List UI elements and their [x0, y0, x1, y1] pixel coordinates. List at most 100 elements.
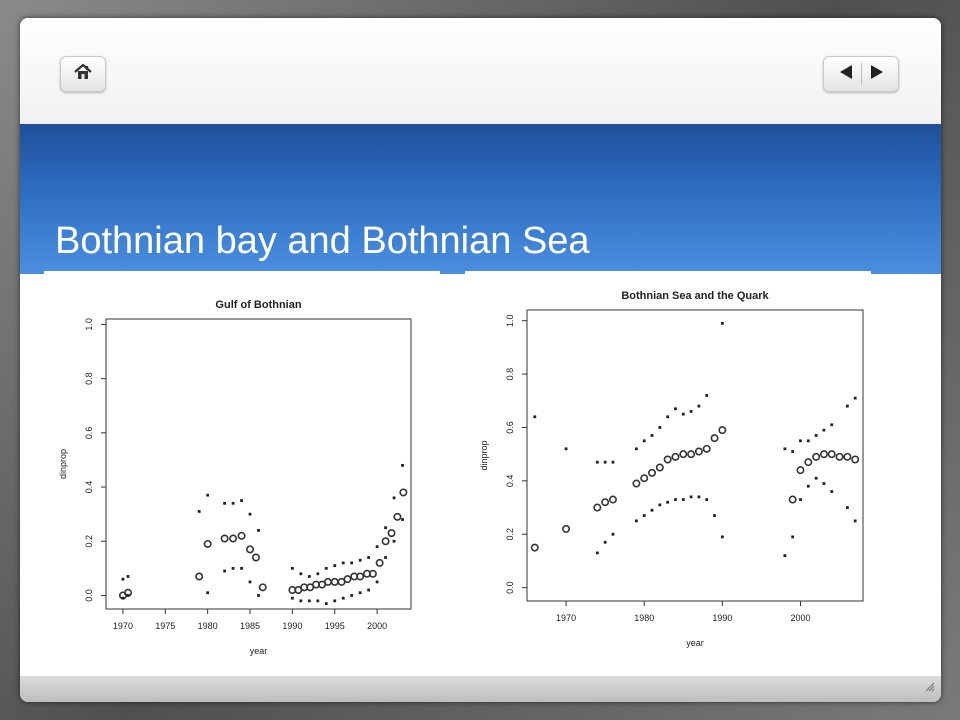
data-point [258, 583, 267, 592]
data-point [812, 452, 821, 461]
y-tick-label: 0.0 [84, 589, 94, 602]
data-point [401, 463, 404, 467]
data-point [341, 561, 345, 565]
y-tick-label: 0.2 [505, 528, 515, 541]
y-tick-label: 0.8 [505, 368, 515, 381]
data-point [223, 569, 227, 573]
x-tick-label: 1980 [634, 613, 654, 623]
data-point [121, 596, 125, 600]
data-point [126, 575, 130, 578]
data-point [330, 577, 339, 586]
data-point [358, 591, 362, 595]
data-point [634, 447, 638, 451]
data-point [648, 468, 657, 477]
data-point [603, 460, 607, 464]
data-point [705, 498, 709, 501]
data-point [246, 545, 255, 554]
x-tick-label: 1995 [325, 621, 345, 631]
data-point [564, 447, 568, 451]
chart-svg: Gulf of Bothnian year dinprop 1970 1975 1980 1… [58, 299, 412, 656]
data-point [642, 439, 646, 443]
data-point [640, 474, 649, 483]
data-point [593, 503, 602, 512]
data-point [203, 539, 212, 548]
data-point [702, 444, 711, 453]
data-point [822, 428, 826, 432]
data-point [248, 580, 252, 584]
data-point [681, 412, 685, 416]
data-point [822, 482, 826, 485]
data-point [533, 415, 537, 419]
data-point [830, 490, 834, 493]
data-point [632, 479, 641, 488]
data-point [401, 518, 404, 521]
y-tick-label: 0.2 [84, 535, 94, 548]
y-tick-label: 0.4 [505, 475, 515, 488]
data-point [791, 535, 795, 539]
data-point [819, 450, 828, 459]
x-tick-label: 1980 [198, 621, 218, 631]
data-point [814, 476, 818, 480]
data-point [121, 577, 125, 581]
data-point [796, 466, 805, 475]
data-point [603, 540, 607, 544]
prev-slide-button[interactable] [839, 64, 853, 85]
data-point [307, 575, 311, 578]
data-point [343, 575, 352, 584]
home-icon [73, 63, 93, 86]
data-point [666, 415, 670, 419]
x-tick-label: 1970 [113, 621, 133, 631]
x-tick-label: 1990 [282, 621, 302, 631]
data-point [240, 566, 243, 570]
data-point [835, 452, 844, 461]
data-point [530, 543, 539, 552]
chart-title: Bothnian Sea and the Quark [621, 290, 769, 302]
slide: Bothnian bay and Bothnian Sea Gulf of Bo… [20, 18, 941, 702]
data-point [650, 508, 654, 512]
data-point [783, 447, 787, 451]
home-button[interactable] [60, 56, 106, 92]
triangle-left-icon [839, 64, 852, 79]
data-point [799, 439, 802, 443]
data-point [206, 591, 210, 595]
plot-frame [526, 309, 864, 602]
resize-grip-icon[interactable] [923, 679, 935, 697]
y-tick-label: 0.6 [505, 421, 515, 434]
next-slide-button[interactable] [870, 64, 884, 85]
data-point [324, 602, 328, 605]
data-point [231, 566, 235, 570]
data-point [642, 514, 646, 517]
data-point [384, 526, 387, 530]
x-axis-label: year [686, 638, 704, 648]
data-point [387, 529, 396, 538]
y-tick-label: 0.0 [505, 581, 515, 594]
data-point [290, 566, 294, 570]
data-point [341, 596, 345, 600]
data-point [611, 532, 615, 536]
plot-frame [105, 318, 412, 610]
data-point [710, 434, 719, 443]
data-point [237, 531, 246, 540]
data-point [611, 460, 615, 464]
data-point [251, 553, 260, 562]
x-tick-label: 1970 [556, 613, 576, 623]
data-point [358, 558, 362, 562]
slide-navigation [823, 56, 899, 92]
data-point [248, 512, 252, 516]
data-point [697, 495, 701, 499]
data-point [299, 599, 303, 603]
y-tick-label: 0.6 [84, 427, 94, 440]
data-point [720, 535, 724, 539]
data-point [350, 561, 354, 565]
data-point [324, 566, 328, 570]
data-point [853, 519, 857, 523]
data-point [223, 501, 227, 505]
data-point [240, 499, 243, 502]
data-point [384, 556, 387, 559]
data-point [126, 594, 130, 597]
data-point [206, 493, 210, 497]
data-point [220, 534, 229, 543]
y-tick-label: 0.4 [84, 481, 94, 494]
data-point [195, 572, 204, 581]
data-point [356, 572, 365, 581]
